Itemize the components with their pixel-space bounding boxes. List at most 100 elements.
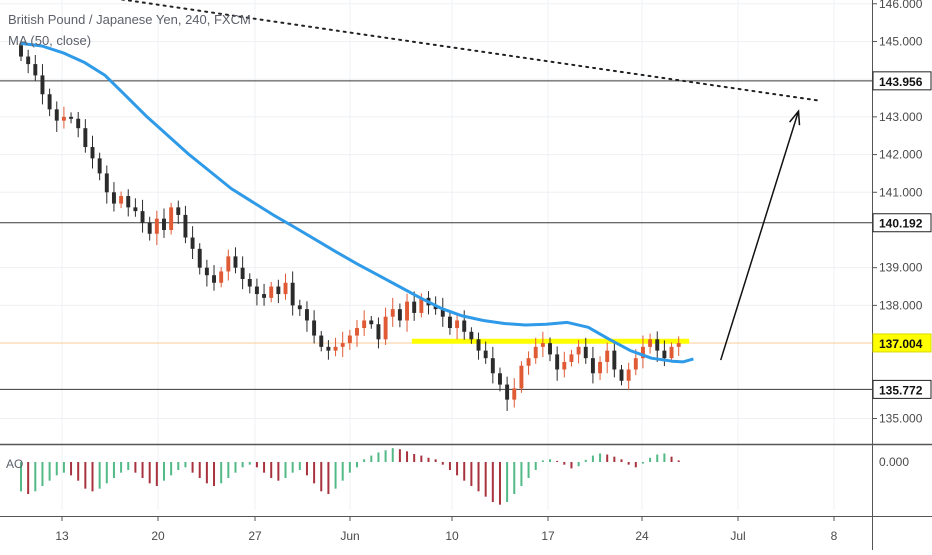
candle[interactable] — [526, 351, 531, 375]
candle[interactable] — [405, 293, 410, 332]
candle[interactable] — [562, 351, 567, 378]
candle[interactable] — [290, 271, 295, 316]
candle[interactable] — [533, 337, 538, 364]
indicator-legend[interactable]: MA (50, close) — [8, 33, 92, 48]
candle[interactable] — [247, 273, 252, 294]
candle[interactable] — [555, 346, 560, 381]
candle[interactable] — [519, 361, 524, 393]
candle[interactable] — [655, 331, 660, 362]
candle[interactable] — [26, 49, 31, 74]
candle[interactable] — [262, 283, 267, 306]
ao-bar — [20, 462, 23, 492]
candle[interactable] — [626, 362, 631, 390]
candle[interactable] — [90, 135, 95, 169]
candle[interactable] — [619, 364, 624, 386]
candle[interactable] — [455, 312, 460, 340]
candle[interactable] — [76, 111, 81, 138]
candle[interactable] — [154, 210, 159, 246]
candle[interactable] — [33, 55, 38, 82]
candle[interactable] — [369, 315, 374, 329]
candle[interactable] — [97, 152, 102, 181]
ao-bar — [549, 459, 552, 462]
candle[interactable] — [548, 337, 552, 362]
candle[interactable] — [126, 189, 131, 217]
candle[interactable] — [440, 297, 445, 327]
drawings[interactable] — [74, 0, 821, 361]
candle[interactable] — [469, 327, 474, 344]
candle[interactable] — [347, 329, 352, 350]
candle[interactable] — [376, 317, 381, 349]
candle[interactable] — [605, 342, 610, 374]
candles[interactable] — [19, 40, 681, 411]
candle[interactable] — [104, 165, 109, 204]
candle[interactable] — [476, 332, 481, 360]
candle[interactable] — [383, 307, 388, 345]
candle[interactable] — [304, 301, 309, 332]
candle[interactable] — [111, 182, 116, 212]
candle[interactable] — [183, 205, 188, 244]
candle[interactable] — [297, 299, 302, 316]
candle[interactable] — [240, 256, 245, 290]
candle[interactable] — [662, 340, 667, 367]
candle[interactable] — [254, 278, 259, 306]
candle[interactable] — [390, 297, 395, 327]
candle[interactable] — [569, 349, 574, 367]
candle[interactable] — [319, 331, 324, 352]
symbol-title[interactable]: British Pound / Japanese Yen, 240, FXCM — [8, 12, 251, 27]
candle[interactable] — [612, 340, 617, 378]
candle[interactable] — [598, 356, 603, 381]
candle[interactable] — [669, 342, 674, 363]
projection-arrow[interactable] — [719, 110, 800, 361]
candle[interactable] — [226, 249, 231, 281]
candle[interactable] — [61, 106, 66, 129]
candle[interactable] — [583, 337, 588, 364]
candle[interactable] — [283, 273, 288, 300]
candle[interactable] — [340, 331, 345, 358]
candle[interactable] — [362, 310, 367, 336]
candle[interactable] — [276, 279, 281, 304]
candle[interactable] — [505, 376, 510, 411]
ao-bar — [348, 462, 351, 473]
candle[interactable] — [512, 378, 517, 408]
candle-body — [276, 286, 281, 295]
candle[interactable] — [54, 101, 59, 132]
candle[interactable] — [47, 88, 52, 117]
candle[interactable] — [676, 336, 681, 356]
candle[interactable] — [190, 226, 195, 260]
candle[interactable] — [162, 208, 166, 238]
candle[interactable] — [40, 64, 45, 105]
candle[interactable] — [233, 247, 238, 274]
candle[interactable] — [176, 200, 181, 224]
candle[interactable] — [133, 198, 138, 217]
candle[interactable] — [69, 112, 74, 124]
candle[interactable] — [333, 337, 338, 357]
dotted-trendline[interactable] — [74, 0, 821, 102]
candle[interactable] — [140, 199, 145, 233]
candle[interactable] — [312, 310, 317, 344]
candle[interactable] — [540, 331, 545, 358]
candle[interactable] — [447, 311, 452, 335]
candle[interactable] — [197, 243, 202, 275]
candle[interactable] — [640, 335, 645, 369]
candle[interactable] — [212, 265, 216, 291]
candle[interactable] — [355, 320, 359, 347]
candle[interactable] — [397, 303, 402, 328]
candle[interactable] — [119, 191, 124, 209]
candle[interactable] — [576, 340, 581, 364]
candle[interactable] — [648, 333, 653, 354]
candle[interactable] — [412, 291, 417, 321]
candle[interactable] — [590, 346, 595, 384]
candle[interactable] — [326, 340, 331, 360]
candle[interactable] — [269, 282, 274, 303]
oscillator-legend[interactable]: AO — [6, 457, 24, 471]
candle[interactable] — [147, 216, 152, 241]
candle[interactable] — [204, 259, 209, 287]
candle[interactable] — [169, 202, 174, 235]
candle[interactable] — [483, 341, 488, 364]
candle[interactable] — [498, 367, 502, 392]
candle[interactable] — [83, 119, 88, 153]
candle[interactable] — [490, 346, 495, 384]
candle[interactable] — [219, 266, 224, 288]
